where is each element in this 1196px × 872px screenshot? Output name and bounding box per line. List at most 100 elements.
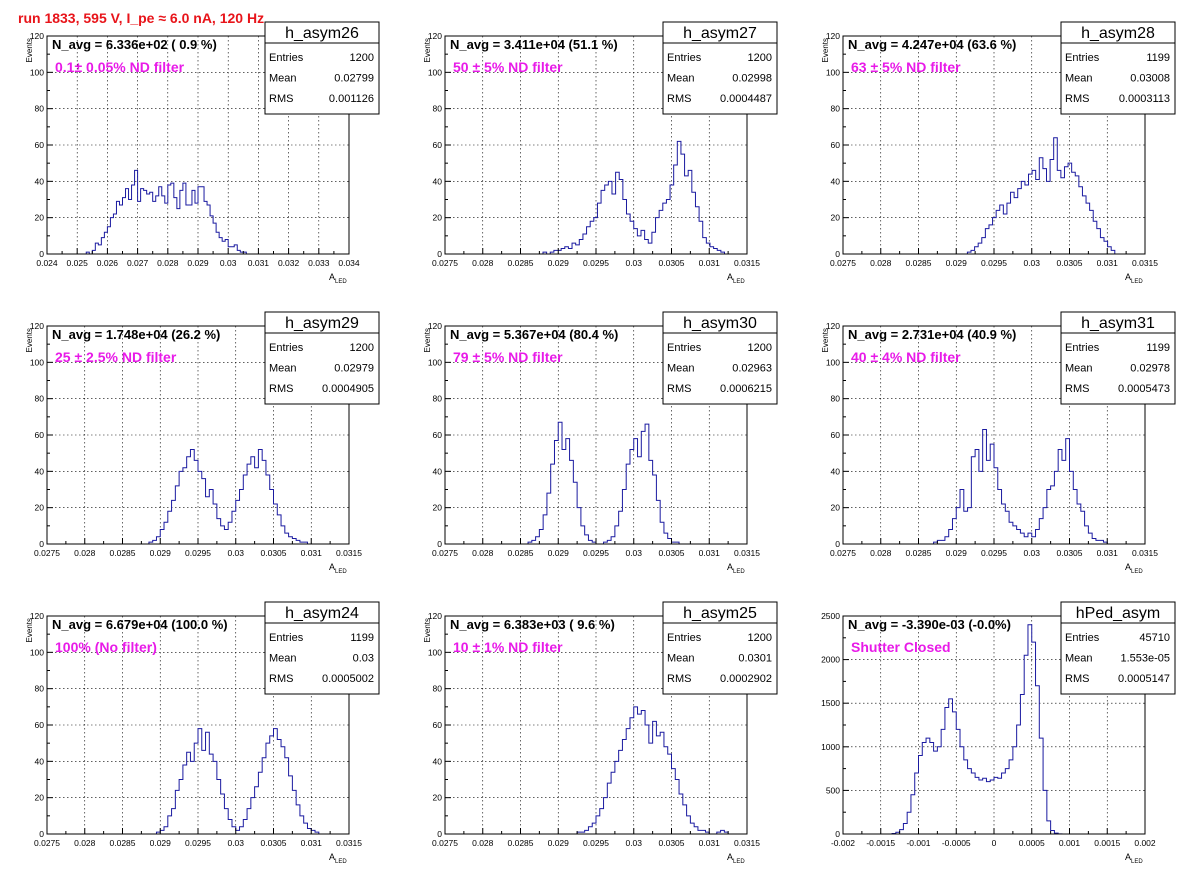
stats-rms-label: RMS bbox=[667, 383, 691, 395]
y-tick-label: 20 bbox=[433, 213, 443, 223]
x-axis-label: ALED bbox=[329, 562, 347, 575]
y-axis-label: Events bbox=[423, 618, 432, 642]
stats-entries-value: 1200 bbox=[748, 52, 772, 64]
filter-annotation: 0.1± 0.05% ND filter bbox=[55, 59, 185, 75]
y-tick-label: 2500 bbox=[821, 611, 840, 621]
x-tick-label: 0.029 bbox=[946, 548, 968, 558]
x-tick-label: 0.0275 bbox=[432, 838, 458, 848]
stats-rms-label: RMS bbox=[269, 93, 293, 105]
y-tick-label: 120 bbox=[428, 321, 442, 331]
stats-entries-label: Entries bbox=[1065, 632, 1100, 644]
stats-mean-value: 0.02978 bbox=[1130, 363, 1170, 375]
x-tick-label: 0.031 bbox=[699, 258, 721, 268]
stats-entries-value: 1200 bbox=[350, 52, 374, 64]
histogram-line bbox=[524, 421, 698, 545]
histogram-panel-h_asym31: 0.0275 0.028 0.0285 0.029 0.0295 0.03 0.0305 0.… bbox=[821, 311, 1176, 575]
x-tick-label: 0.0285 bbox=[110, 838, 136, 848]
stats-mean-value: 0.02998 bbox=[732, 73, 772, 85]
stats-entries-label: Entries bbox=[1065, 342, 1100, 354]
y-tick-label: 80 bbox=[35, 684, 45, 694]
filter-annotation: 10 ± 1% ND filter bbox=[453, 639, 563, 655]
y-tick-label: 100 bbox=[428, 67, 442, 77]
filter-annotation: 79 ± 5% ND filter bbox=[453, 349, 563, 365]
stats-entries-value: 1200 bbox=[350, 342, 374, 354]
histogram-line bbox=[152, 728, 323, 835]
stats-box bbox=[264, 311, 380, 405]
y-tick-label: 0 bbox=[39, 829, 44, 839]
histogram-name: h_asym31 bbox=[1081, 315, 1155, 332]
stats-box bbox=[264, 21, 380, 115]
x-tick-label: 0.0285 bbox=[906, 548, 932, 558]
y-tick-label: 80 bbox=[831, 104, 841, 114]
stats-box bbox=[1060, 601, 1176, 695]
stats-mean-label: Mean bbox=[1065, 653, 1093, 665]
stats-box bbox=[1060, 311, 1176, 405]
x-tick-label: 0.0295 bbox=[583, 258, 609, 268]
y-tick-label: 80 bbox=[35, 394, 45, 404]
y-tick-label: 1500 bbox=[821, 698, 840, 708]
filter-annotation: 25 ± 2.5% ND filter bbox=[55, 349, 177, 365]
x-tick-label: 0.032 bbox=[278, 258, 300, 268]
x-tick-label: 0.0275 bbox=[830, 548, 856, 558]
y-tick-label: 40 bbox=[831, 466, 841, 476]
x-tick-label: -0.002 bbox=[831, 838, 855, 848]
x-tick-label: 0.03 bbox=[227, 548, 244, 558]
stats-entries-label: Entries bbox=[1065, 52, 1100, 64]
stats-rms-label: RMS bbox=[667, 93, 691, 105]
x-tick-label: 0.03 bbox=[1023, 258, 1040, 268]
stats-entries-value: 1199 bbox=[1146, 52, 1170, 64]
x-axis-label: ALED bbox=[1125, 852, 1143, 865]
stats-box bbox=[264, 601, 380, 695]
x-tick-label: 0.028 bbox=[157, 258, 179, 268]
x-tick-label: 0.0015 bbox=[1094, 838, 1120, 848]
x-tick-label: 0.0285 bbox=[906, 258, 932, 268]
y-tick-label: 40 bbox=[35, 176, 45, 186]
stats-mean-value: 0.02963 bbox=[732, 363, 772, 375]
x-axis-label: ALED bbox=[1125, 272, 1143, 285]
histogram-panel-h_asym29: 0.0275 0.028 0.0285 0.029 0.0295 0.03 0.0305 0.… bbox=[25, 311, 380, 575]
y-tick-label: 0 bbox=[437, 249, 442, 259]
y-axis-label: Events bbox=[821, 328, 830, 352]
x-tick-label: 0.001 bbox=[1059, 838, 1081, 848]
x-tick-label: 0.0285 bbox=[110, 548, 136, 558]
x-tick-label: 0.0315 bbox=[734, 258, 760, 268]
y-tick-label: 2000 bbox=[821, 655, 840, 665]
y-axis-label: Events bbox=[25, 328, 34, 352]
y-tick-label: 60 bbox=[35, 720, 45, 730]
stats-mean-label: Mean bbox=[269, 363, 297, 375]
histogram-panel-h_asym27: 0.0275 0.028 0.0285 0.029 0.0295 0.03 0.0305 0.… bbox=[423, 21, 778, 285]
y-tick-label: 80 bbox=[35, 104, 45, 114]
y-tick-label: 120 bbox=[826, 31, 840, 41]
y-tick-label: 60 bbox=[831, 140, 841, 150]
stats-mean-value: 0.03008 bbox=[1130, 73, 1170, 85]
x-tick-label: 0.0315 bbox=[336, 548, 362, 558]
x-tick-label: 0.0285 bbox=[508, 258, 534, 268]
stats-rms-value: 0.0006215 bbox=[720, 383, 772, 395]
x-axis-label: ALED bbox=[727, 562, 745, 575]
navg-text: N_avg = 6.383e+03 ( 9.6 %) bbox=[450, 617, 615, 632]
navg-text: N_avg = 2.731e+04 (40.9 %) bbox=[848, 327, 1016, 342]
x-tick-label: 0.0275 bbox=[830, 258, 856, 268]
stats-rms-value: 0.0005473 bbox=[1118, 383, 1170, 395]
histogram-panel-h_asym24: 0.0275 0.028 0.0285 0.029 0.0295 0.03 0.0305 0.… bbox=[25, 601, 380, 865]
x-tick-label: 0.03 bbox=[625, 838, 642, 848]
x-tick-label: 0.03 bbox=[1023, 548, 1040, 558]
y-tick-label: 0 bbox=[437, 829, 442, 839]
filter-annotation: Shutter Closed bbox=[851, 639, 951, 655]
histogram-panel-h_asym30: 0.0275 0.028 0.0285 0.029 0.0295 0.03 0.0305 0.… bbox=[423, 311, 778, 575]
x-tick-label: 0.028 bbox=[74, 548, 96, 558]
stats-entries-label: Entries bbox=[667, 52, 702, 64]
x-tick-label: 0 bbox=[992, 838, 997, 848]
y-tick-label: 80 bbox=[433, 104, 443, 114]
y-tick-label: 0 bbox=[437, 539, 442, 549]
stats-mean-label: Mean bbox=[667, 363, 695, 375]
y-tick-label: 40 bbox=[433, 176, 443, 186]
y-tick-label: 40 bbox=[831, 176, 841, 186]
y-tick-label: 80 bbox=[831, 394, 841, 404]
histogram-name: h_asym26 bbox=[285, 25, 359, 42]
stats-rms-value: 0.0004487 bbox=[720, 93, 772, 105]
y-tick-label: 20 bbox=[433, 793, 443, 803]
x-tick-label: 0.029 bbox=[946, 258, 968, 268]
histogram-line bbox=[573, 706, 732, 835]
y-tick-label: 100 bbox=[30, 357, 44, 367]
